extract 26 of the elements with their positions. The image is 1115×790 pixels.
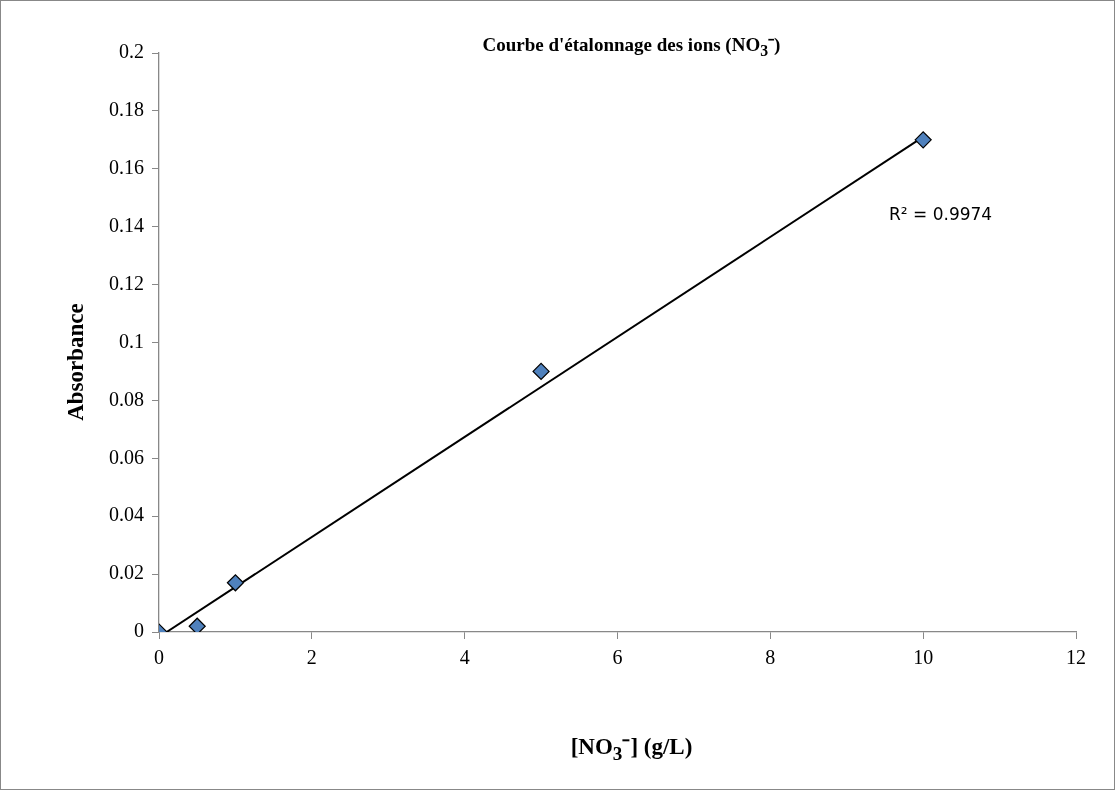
y-tick-label: 0.08	[109, 387, 144, 410]
annotation: R² = 0.9974	[889, 204, 993, 224]
y-tick-label: 0.06	[109, 445, 144, 468]
x-tick-label: 6	[612, 646, 623, 669]
x-tick-label: 4	[459, 646, 470, 669]
chart-title: Courbe d'étalonnage des ions (NO$_{3}$⁻)	[481, 33, 782, 60]
point	[188, 617, 206, 632]
y-tick-label: 0.02	[109, 561, 144, 584]
y-axis-title: Absorbance	[63, 303, 89, 421]
point	[226, 574, 245, 592]
y-tick-label: 0.16	[109, 156, 144, 179]
x-tick-label: 12	[1066, 646, 1086, 669]
y-tick-label: 0.12	[109, 271, 144, 294]
x-tick-label: 0	[154, 646, 164, 669]
x-tick-label: 8	[765, 646, 776, 669]
y-tick-label: 0	[134, 619, 144, 642]
y-tick-label: 0.2	[119, 40, 144, 63]
point	[532, 362, 550, 381]
y-tick-label: 0.14	[109, 213, 144, 236]
x-axis-title: [NO$_{3}$⁻] (g/L)	[569, 733, 694, 765]
x-tick-label: 2	[306, 646, 317, 669]
x-tick-label: 10	[913, 646, 934, 669]
y-tick-label: 0.18	[109, 98, 144, 121]
y-tick-label: 0.1	[119, 329, 144, 352]
y-tick-label: 0.04	[109, 503, 144, 526]
point	[914, 131, 932, 149]
